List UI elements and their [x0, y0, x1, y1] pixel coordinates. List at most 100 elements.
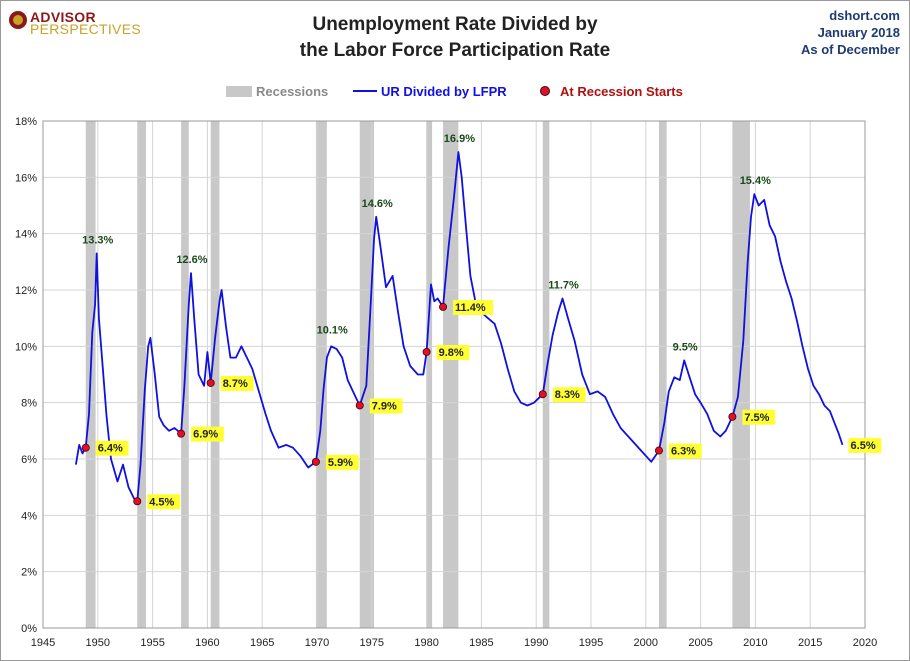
- recession-start-label-bg: [742, 409, 776, 425]
- plot-border: [42, 120, 866, 629]
- recession-start-dot: [422, 347, 431, 356]
- recession-start-label: 11.4%: [455, 302, 486, 314]
- recession-start-label: 7.9%: [372, 400, 397, 412]
- x-tick-label: 2005: [688, 637, 712, 649]
- recession-start-label: 8.3%: [555, 389, 580, 401]
- recession-band-6: [426, 121, 433, 628]
- series-path-0: [75, 151, 844, 503]
- y-tick-label: 18%: [15, 116, 37, 128]
- x-tick-label: 2000: [634, 637, 658, 649]
- x-tick-label: 1945: [31, 637, 55, 649]
- recession-start-label-bg: [436, 344, 470, 360]
- legend-recessions-swatch: [226, 86, 252, 97]
- recession-start-label: 5.9%: [328, 457, 353, 469]
- legend-starts: At Recession Starts: [540, 84, 683, 99]
- y-tick-label: 16%: [15, 172, 37, 184]
- legend-starts-label: At Recession Starts: [560, 84, 683, 99]
- recession-start-dot: [81, 443, 90, 452]
- x-tick-label: 1955: [140, 637, 164, 649]
- logo-line-2: PERSPECTIVES: [30, 21, 141, 37]
- recession-start-dot: [654, 446, 663, 455]
- peak-label: 15.4%: [740, 175, 771, 187]
- date-label: January 2018: [817, 25, 900, 40]
- recession-start-dot: [355, 401, 364, 410]
- x-tick-label: 1995: [579, 637, 603, 649]
- peak-label: 10.1%: [317, 325, 348, 337]
- chart-title-line-2: the Labor Force Participation Rate: [299, 40, 611, 61]
- latest-value-label: 6.5%: [851, 440, 876, 452]
- recession-start-label-bg: [191, 426, 224, 442]
- legend-series: UR Divided by LFPR: [353, 84, 507, 99]
- x-tick-label: 1980: [414, 637, 438, 649]
- peak-label: 13.3%: [82, 234, 113, 246]
- x-tick-label: 1950: [86, 637, 110, 649]
- peak-label: 14.6%: [362, 198, 393, 210]
- recession-start-label-bg: [95, 440, 129, 456]
- peak-label: 11.7%: [548, 279, 579, 291]
- annotations: 6.4% 4.5% 6.9% 8.7% 5.9% 7.9% 9.8% 11.4% 8.3% 6.3…: [82, 133, 882, 510]
- peak-label: 16.9%: [444, 133, 475, 145]
- as-of-label: As of December: [801, 42, 900, 57]
- legend-series-swatch: [353, 90, 377, 92]
- y-tick-label: 4%: [21, 510, 37, 522]
- y-tick-labels: 0% 2% 4% 6% 8% 10% 12% 14% 16% 18%: [15, 116, 37, 635]
- source-label: dshort.com: [829, 8, 900, 23]
- recession-start-label-bg: [369, 398, 403, 414]
- y-tick-label: 2%: [21, 567, 37, 579]
- recession-start-points: [81, 302, 737, 506]
- x-tick-label: 1975: [360, 637, 384, 649]
- x-tick-label: 1960: [195, 637, 219, 649]
- y-tick-label: 8%: [21, 398, 37, 410]
- recession-start-label-bg: [668, 443, 702, 459]
- x-tick-label: 1970: [305, 637, 329, 649]
- recession-band-1: [137, 121, 147, 628]
- recession-band-9: [658, 121, 667, 628]
- recession-start-label: 7.5%: [744, 412, 769, 424]
- legend-starts-dot-icon: [540, 86, 550, 96]
- x-tick-label: 1965: [250, 637, 274, 649]
- y-tick-label: 12%: [15, 285, 37, 297]
- legend-series-label: UR Divided by LFPR: [381, 84, 507, 99]
- y-tick-label: 0%: [21, 623, 37, 635]
- y-tick-label: 10%: [15, 341, 37, 353]
- logo-line-1: ADVISOR: [30, 9, 96, 25]
- series-line: [75, 151, 844, 503]
- x-tick-labels: 1945 1950 1955 1960 1965 1970 1975 1980 1985 1990…: [31, 637, 877, 649]
- recession-start-label-bg: [147, 494, 181, 510]
- peak-label: 9.5%: [673, 341, 698, 353]
- recession-start-label: 9.8%: [439, 347, 464, 359]
- latest-value-label-bg: [848, 437, 882, 453]
- advisor-perspectives-logo-icon: [9, 11, 27, 29]
- x-tick-label: 2020: [853, 637, 877, 649]
- recession-start-label-bg: [453, 299, 494, 315]
- recession-start-label-bg: [220, 375, 254, 391]
- recession-start-dot: [206, 378, 215, 387]
- recession-start-dot: [177, 429, 186, 438]
- peak-label: 12.6%: [176, 254, 207, 266]
- x-tick-label: 2015: [798, 637, 822, 649]
- y-tick-label: 14%: [15, 229, 37, 241]
- legend-recessions: Recessions: [226, 84, 328, 99]
- recession-start-dot: [728, 412, 737, 421]
- recession-start-dot: [133, 497, 142, 506]
- recession-start-label-bg: [552, 387, 586, 403]
- x-tick-label: 1990: [524, 637, 548, 649]
- recession-start-dot: [538, 390, 547, 399]
- y-tick-label: 6%: [21, 454, 37, 466]
- recession-start-label: 4.5%: [149, 496, 174, 508]
- recession-start-label-bg: [325, 454, 359, 470]
- chart-title-line-1: Unemployment Rate Divided by: [312, 14, 598, 35]
- x-tick-label: 2010: [743, 637, 767, 649]
- legend-recessions-label: Recessions: [256, 84, 329, 99]
- recession-start-label: 6.4%: [98, 443, 123, 455]
- x-tick-label: 1985: [469, 637, 493, 649]
- recession-start-label: 6.9%: [193, 429, 218, 441]
- recession-band-4: [315, 121, 327, 628]
- recession-start-label: 8.7%: [223, 378, 248, 390]
- recession-start-label: 6.3%: [671, 446, 696, 458]
- recession-band-3: [210, 121, 220, 628]
- recession-start-dot: [311, 457, 320, 466]
- recession-start-dot: [439, 302, 448, 311]
- recession-band-7: [443, 121, 459, 628]
